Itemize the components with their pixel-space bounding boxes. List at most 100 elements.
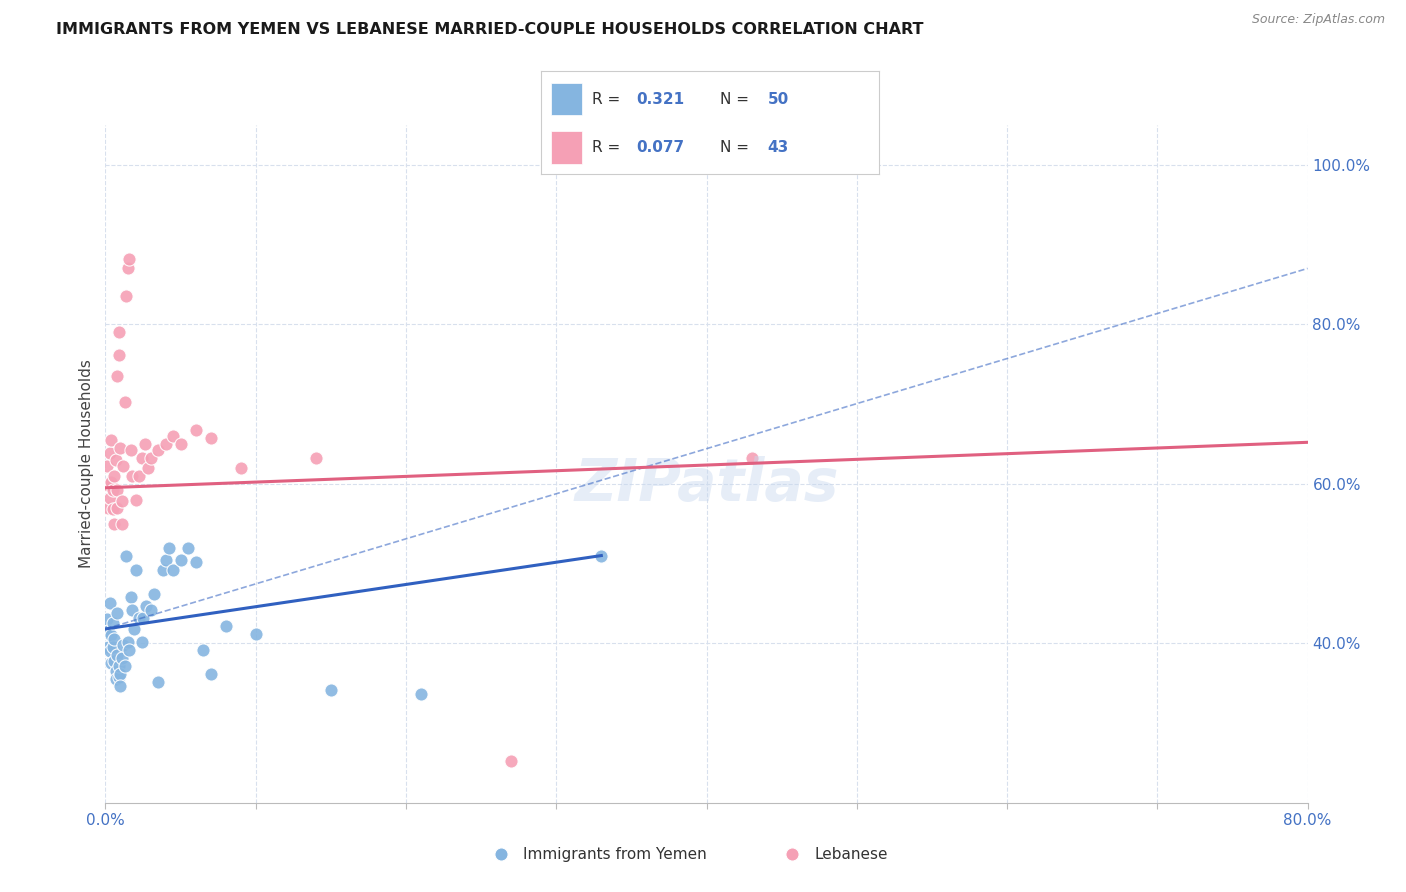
- Point: [135, 599, 157, 613]
- Point: [155, 552, 177, 566]
- Point: [305, 451, 328, 466]
- Point: [169, 437, 191, 451]
- Point: [98, 644, 121, 658]
- Point: [118, 642, 141, 657]
- Point: [139, 603, 162, 617]
- Point: [121, 603, 143, 617]
- Point: [131, 634, 153, 648]
- Point: [115, 289, 138, 303]
- Point: [101, 616, 124, 631]
- Point: [142, 587, 165, 601]
- Point: [169, 552, 191, 566]
- Point: [110, 441, 132, 455]
- Point: [117, 634, 139, 648]
- Bar: [551, 131, 582, 163]
- Point: [101, 502, 124, 516]
- Point: [782, 847, 804, 862]
- Point: [245, 626, 267, 640]
- Point: [115, 549, 138, 563]
- Point: [103, 632, 125, 647]
- Point: [152, 563, 174, 577]
- Point: [157, 541, 180, 555]
- Bar: [551, 83, 582, 115]
- Point: [184, 423, 207, 437]
- Point: [146, 443, 169, 458]
- Point: [200, 430, 222, 444]
- Point: [114, 395, 136, 409]
- Point: [96, 459, 118, 474]
- Point: [100, 628, 122, 642]
- Point: [98, 596, 121, 610]
- Point: [112, 459, 135, 474]
- Point: [110, 679, 132, 693]
- Point: [132, 611, 155, 625]
- Point: [124, 563, 146, 577]
- Point: [191, 642, 214, 657]
- Text: ZIPatlas: ZIPatlas: [574, 456, 839, 513]
- Point: [114, 658, 136, 673]
- Point: [491, 847, 513, 862]
- Point: [97, 478, 120, 492]
- Point: [184, 555, 207, 569]
- Point: [214, 619, 236, 633]
- Point: [108, 348, 131, 362]
- Point: [103, 468, 125, 483]
- Text: IMMIGRANTS FROM YEMEN VS LEBANESE MARRIED-COUPLE HOUSEHOLDS CORRELATION CHART: IMMIGRANTS FROM YEMEN VS LEBANESE MARRIE…: [56, 22, 924, 37]
- Point: [97, 640, 120, 655]
- Point: [121, 468, 143, 483]
- Text: 0.077: 0.077: [636, 140, 683, 155]
- Point: [101, 483, 124, 498]
- Point: [108, 658, 131, 673]
- Point: [139, 451, 162, 466]
- Point: [103, 654, 125, 668]
- Point: [162, 563, 184, 577]
- Text: Lebanese: Lebanese: [814, 847, 889, 862]
- Point: [111, 516, 134, 531]
- Point: [146, 674, 169, 689]
- Text: N =: N =: [720, 140, 754, 155]
- Point: [103, 516, 125, 531]
- Text: 50: 50: [768, 92, 789, 106]
- Text: 0.321: 0.321: [636, 92, 683, 106]
- Point: [107, 369, 129, 384]
- Text: 43: 43: [768, 140, 789, 155]
- Point: [107, 606, 129, 620]
- Point: [97, 624, 120, 639]
- Point: [98, 491, 121, 505]
- Point: [118, 252, 141, 266]
- Point: [104, 664, 127, 678]
- Text: R =: R =: [592, 140, 626, 155]
- Y-axis label: Married-couple Households: Married-couple Households: [79, 359, 94, 568]
- Point: [128, 611, 150, 625]
- Point: [104, 453, 127, 467]
- Point: [136, 460, 159, 475]
- Point: [111, 650, 134, 665]
- Point: [97, 500, 120, 515]
- Point: [100, 433, 122, 447]
- Text: N =: N =: [720, 92, 754, 106]
- Point: [100, 475, 122, 490]
- Point: [108, 670, 131, 684]
- Point: [110, 666, 132, 681]
- Point: [124, 492, 146, 507]
- Point: [107, 500, 129, 515]
- Point: [591, 549, 613, 563]
- Point: [162, 429, 184, 443]
- Point: [107, 483, 129, 498]
- Point: [98, 446, 121, 460]
- Point: [155, 437, 177, 451]
- Point: [107, 648, 129, 663]
- Point: [200, 666, 222, 681]
- Point: [101, 640, 124, 655]
- Point: [131, 451, 153, 466]
- Point: [319, 682, 342, 697]
- Point: [134, 437, 156, 451]
- Point: [111, 494, 134, 508]
- Point: [741, 451, 763, 466]
- Text: R =: R =: [592, 92, 626, 106]
- Text: Immigrants from Yemen: Immigrants from Yemen: [523, 847, 707, 862]
- Point: [128, 468, 150, 483]
- Point: [108, 325, 131, 339]
- Point: [229, 460, 252, 475]
- Point: [120, 443, 142, 458]
